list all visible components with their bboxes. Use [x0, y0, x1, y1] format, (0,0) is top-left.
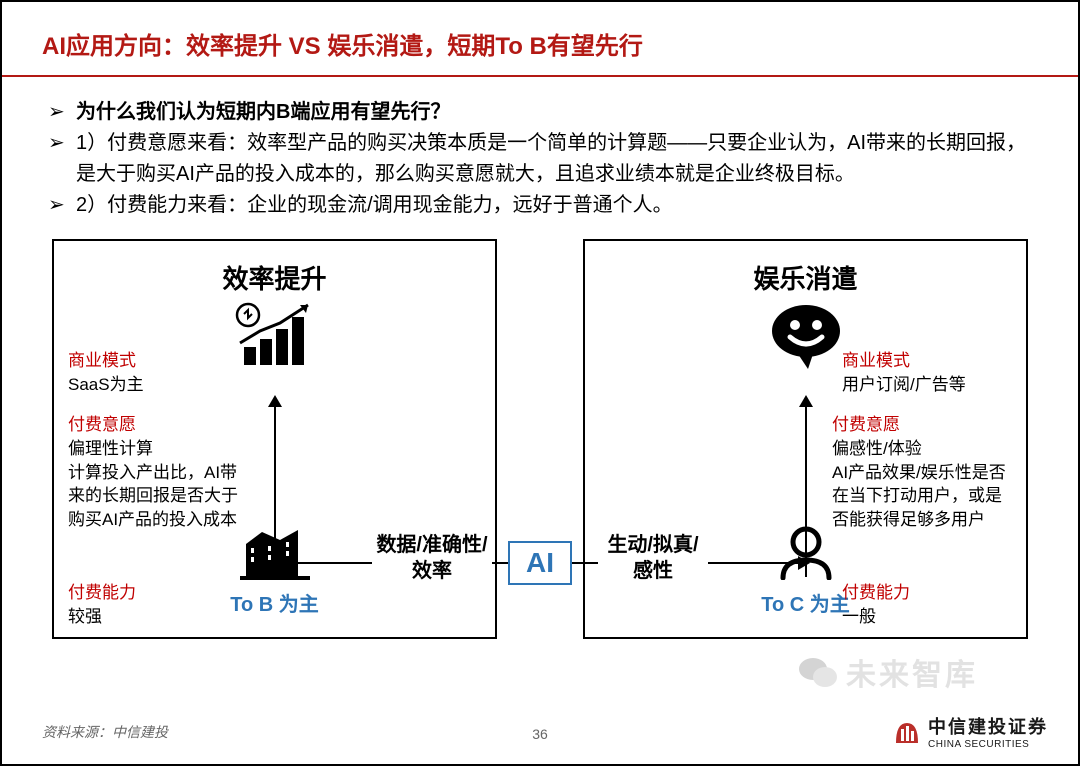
text-body: 较强 — [68, 605, 238, 629]
bullet-item: 1）付费意愿来看：效率型产品的购买决策本质是一个简单的计算题——只要企业认为，A… — [76, 128, 1032, 190]
bullet-question: 为什么我们认为短期内B端应用有望先行？ — [76, 97, 450, 128]
text-body: AI产品效果/娱乐性是否在当下打动用户，或是否能获得足够多用户 — [832, 461, 1012, 532]
left-model-block: 商业模式 SaaS为主 — [68, 349, 238, 397]
bullet-item: 2）付费能力来看：企业的现金流/调用现金能力，远好于普通个人。 — [76, 190, 673, 221]
footer-source: 资料来源：中信建投 — [42, 722, 168, 742]
watermark-text: 未来智库 — [846, 650, 978, 694]
title-divider — [2, 75, 1078, 77]
buildings-icon — [240, 524, 310, 585]
text-body: 计算投入产出比，AI带来的长期回报是否大于购买AI产品的投入成本 — [68, 461, 246, 532]
watermark: 未来智库 — [798, 650, 978, 694]
left-ability-block: 付费能力 较强 — [68, 581, 238, 629]
text-body: SaaS为主 — [68, 373, 238, 397]
text-heading: 商业模式 — [842, 349, 1012, 373]
text-body: 用户订阅/广告等 — [842, 373, 1012, 397]
panel-right-caption: To C 为主 — [761, 588, 850, 617]
connector-left-label: 数据/准确性/效率 — [372, 532, 492, 584]
panel-left-caption: To B 为主 — [230, 588, 319, 617]
right-ability-block: 付费能力 一般 — [842, 581, 1012, 629]
footer-page-number: 36 — [532, 726, 548, 742]
slide-title: AI应用方向：效率提升 VS 娱乐消遣，短期To B有望先行 — [42, 26, 1038, 75]
wechat-icon — [798, 655, 838, 689]
bullet-marker: ➢ — [48, 190, 76, 221]
text-heading: 付费意愿 — [832, 413, 1012, 437]
bullet-list: ➢ 为什么我们认为短期内B端应用有望先行？ ➢ 1）付费意愿来看：效率型产品的购… — [48, 97, 1032, 221]
text-heading: 付费能力 — [68, 581, 238, 605]
logo-text-en: CHINA SECURITIES — [928, 739, 1048, 750]
text-body: 一般 — [842, 605, 1012, 629]
bullet-marker: ➢ — [48, 128, 76, 190]
panel-right-title: 娱乐消遣 — [585, 259, 1026, 296]
logo-icon — [892, 717, 922, 747]
efficiency-chart-icon — [230, 301, 320, 376]
left-will-block: 付费意愿 偏理性计算 计算投入产出比，AI带来的长期回报是否大于购买AI产品的投… — [68, 413, 246, 532]
text-body: 偏感性/体验 — [832, 437, 1012, 461]
slide: AI应用方向：效率提升 VS 娱乐消遣，短期To B有望先行 ➢ 为什么我们认为… — [0, 0, 1080, 766]
right-will-block: 付费意愿 偏感性/体验 AI产品效果/娱乐性是否在当下打动用户，或是否能获得足够… — [832, 413, 1012, 532]
ai-center-box: AI — [508, 541, 572, 585]
logo-text-cn: 中信建投证券 — [928, 713, 1048, 739]
diagram-area: 效率提升 — [52, 239, 1028, 639]
text-body: 偏理性计算 — [68, 437, 246, 461]
panel-left-title: 效率提升 — [54, 259, 495, 296]
footer-logo: 中信建投证券 CHINA SECURITIES — [892, 713, 1048, 750]
bullet-marker: ➢ — [48, 97, 76, 128]
text-heading: 商业模式 — [68, 349, 238, 373]
right-model-block: 商业模式 用户订阅/广告等 — [842, 349, 1012, 397]
text-heading: 付费能力 — [842, 581, 1012, 605]
text-heading: 付费意愿 — [68, 413, 246, 437]
connector-right-label: 生动/拟真/感性 — [598, 532, 708, 584]
chat-smile-icon — [764, 301, 848, 378]
